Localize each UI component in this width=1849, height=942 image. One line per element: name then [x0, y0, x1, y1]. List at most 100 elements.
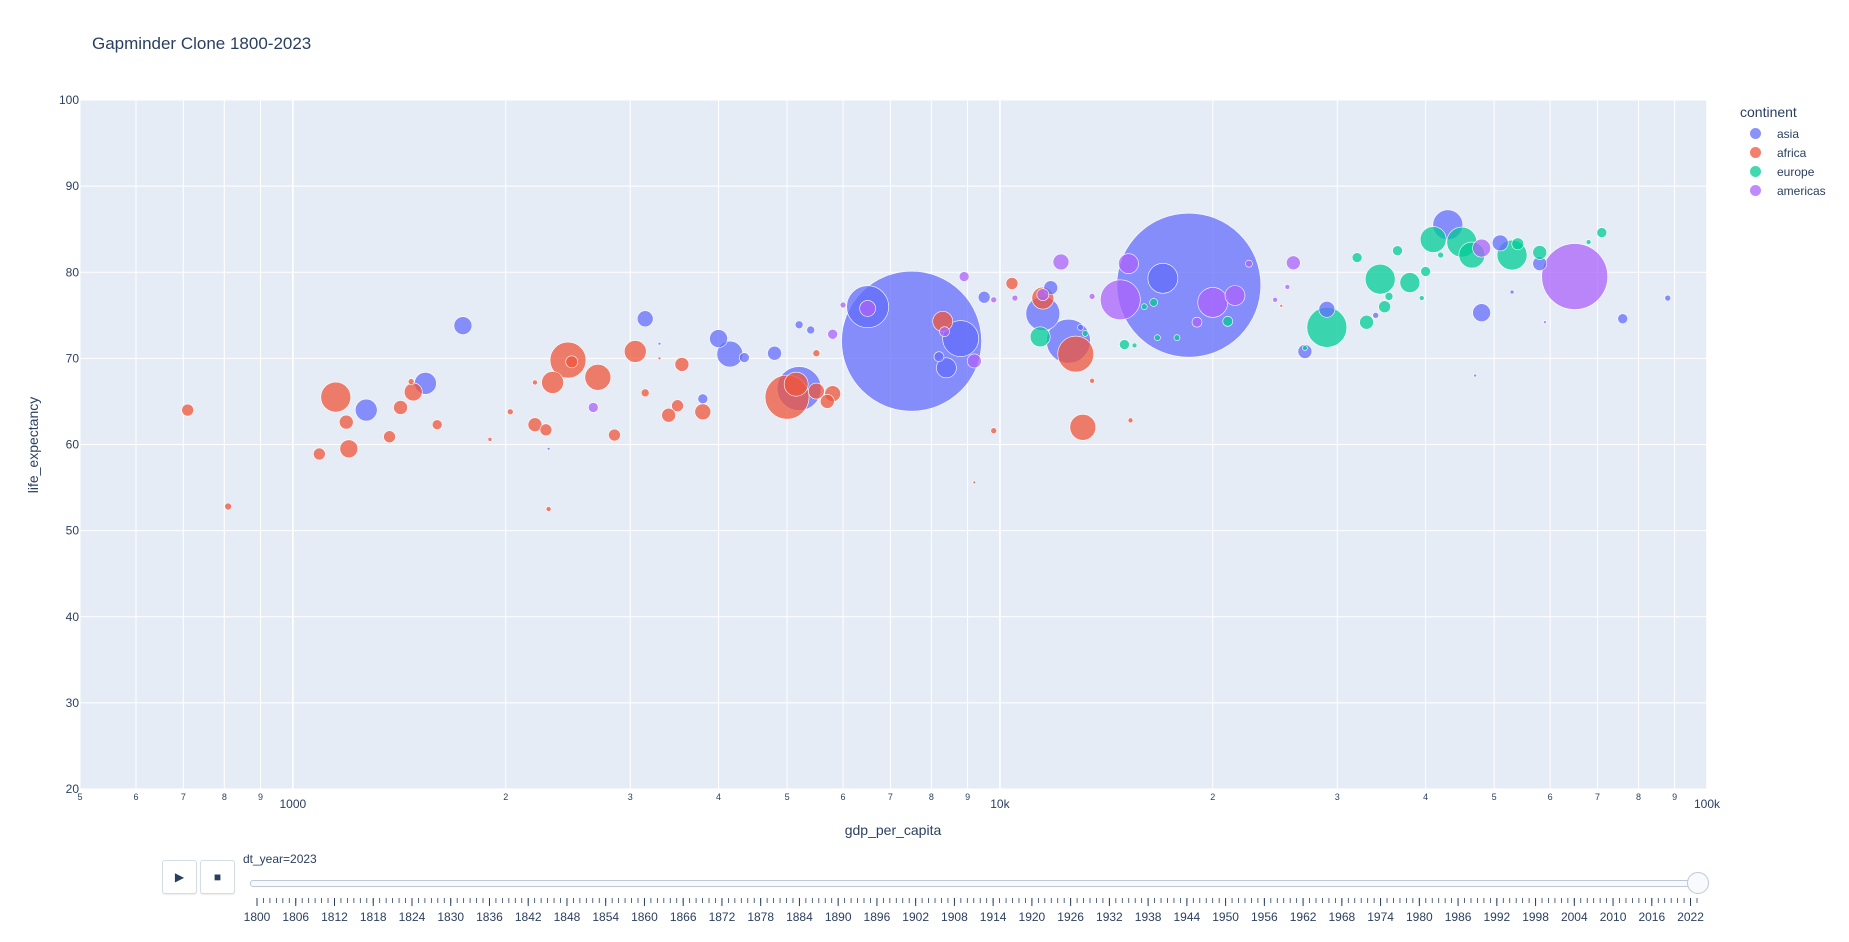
slider-year-label: 1830 — [437, 910, 464, 924]
bubble-asia — [1491, 234, 1509, 252]
year-slider-handle[interactable] — [1687, 872, 1709, 894]
x-tick-label: 10k — [990, 797, 1010, 811]
x-tick-label: 9 — [1672, 792, 1677, 802]
bubble-africa — [1127, 417, 1134, 424]
slider-year-label: 1890 — [825, 910, 852, 924]
bubble-asia — [1147, 262, 1179, 294]
bubble-europe — [1364, 263, 1396, 295]
legend-item-asia[interactable]: asia — [1740, 124, 1826, 143]
y-tick-label: 70 — [66, 351, 80, 365]
bubble-africa — [657, 356, 662, 361]
bubble-europe — [1081, 330, 1089, 337]
slider-year-label: 2010 — [1600, 910, 1627, 924]
x-axis-label: gdp_per_capita — [845, 822, 942, 838]
y-tick-label: 50 — [66, 524, 80, 538]
bubble-africa — [403, 382, 423, 402]
legend-swatch-africa — [1750, 147, 1761, 158]
axes: 5 6 7 8 9 1000 2 3 4 5 6 7 8 9 10k 2 3 4 5 6 7 8 9 100k 20 30 40 50… — [59, 93, 1721, 811]
bubble-asia — [453, 316, 473, 335]
y-tick-label: 40 — [66, 610, 80, 624]
bubble-africa — [812, 349, 821, 358]
bubble-africa — [532, 379, 538, 386]
x-tick-label: 1000 — [279, 797, 306, 811]
bubble-asia — [636, 310, 654, 328]
bubble-americas — [1011, 294, 1019, 302]
legend-item-americas[interactable]: americas — [1740, 181, 1826, 200]
stop-button[interactable]: ■ — [200, 860, 235, 894]
slider-year-label: 1998 — [1522, 910, 1549, 924]
bubble-africa — [539, 423, 553, 437]
x-tick-label: 7 — [1595, 792, 1600, 802]
bubble-americas — [990, 296, 998, 304]
bubble-africa — [1005, 277, 1019, 290]
bubble-africa — [1089, 377, 1095, 384]
x-tick-label: 8 — [929, 792, 934, 802]
x-tick-label: 9 — [965, 792, 970, 802]
bubble-europe — [1378, 300, 1391, 314]
bubble-americas — [1245, 259, 1253, 268]
year-slider-track[interactable] — [250, 880, 1697, 887]
slider-year-label: 1836 — [476, 910, 503, 924]
bubble-europe — [1419, 226, 1447, 253]
y-tick-label: 80 — [66, 265, 80, 279]
x-tick-label: 100k — [1694, 797, 1721, 811]
slider-year-label: 1986 — [1445, 910, 1472, 924]
bubble-africa — [584, 364, 612, 391]
bubble-asia — [1509, 289, 1515, 295]
bubble-europe — [1420, 266, 1431, 277]
bubble-asia — [1318, 300, 1336, 318]
bubble-europe — [1173, 334, 1181, 342]
slider-year-label: 2022 — [1677, 910, 1704, 924]
bubble-africa — [1069, 413, 1097, 441]
bubble-africa — [393, 400, 408, 415]
legend-title: continent — [1740, 104, 1797, 120]
x-tick-label: 4 — [716, 792, 721, 802]
slider-year-label: 2004 — [1561, 910, 1588, 924]
animation-controls: ▶ ■ — [162, 860, 235, 894]
bubble-africa — [407, 378, 415, 385]
legend-swatch-europe — [1750, 166, 1761, 177]
slider-year-label: 1800 — [244, 910, 271, 924]
y-tick-label: 20 — [66, 782, 80, 796]
bubble-africa — [431, 419, 443, 430]
bubble-africa — [694, 403, 712, 421]
slider-year-label: 1950 — [1212, 910, 1239, 924]
x-tick-label: 2 — [503, 792, 508, 802]
bubble-americas — [1036, 288, 1050, 301]
bubble-americas — [1543, 320, 1547, 325]
bubble-europe — [1140, 303, 1148, 311]
bubble-africa — [972, 480, 977, 485]
bubble-asia — [794, 320, 804, 330]
slider-year-label: 1968 — [1328, 910, 1355, 924]
slider-year-label: 1884 — [786, 910, 813, 924]
x-tick-label: 7 — [888, 792, 893, 802]
slider-year-label: 1926 — [1057, 910, 1084, 924]
x-tick-label: 7 — [181, 792, 186, 802]
slider-year-label: 1992 — [1483, 910, 1510, 924]
y-tick-label: 90 — [66, 179, 80, 193]
bubble-americas — [1100, 279, 1141, 321]
bubble-asia — [1473, 373, 1477, 378]
bubble-asia — [1077, 324, 1084, 331]
bubble-americas — [1118, 253, 1139, 274]
bubble-africa — [640, 388, 650, 398]
legend-item-europe[interactable]: europe — [1740, 162, 1826, 181]
slider-year-label: 1878 — [747, 910, 774, 924]
legend: continent asia africa europe americas — [1740, 104, 1826, 200]
bubble-asia — [936, 357, 957, 379]
legend-label-africa: africa — [1777, 145, 1807, 160]
bubble-africa — [313, 447, 326, 461]
bubble-africa — [487, 437, 493, 442]
grid-lines — [79, 99, 1708, 790]
legend-item-africa[interactable]: africa — [1740, 143, 1826, 162]
bubble-europe — [1392, 245, 1403, 257]
bubble-africa — [339, 439, 359, 459]
bubble-europe — [1511, 237, 1525, 251]
bubble-americas — [1088, 293, 1096, 300]
bubble-africa — [990, 427, 998, 435]
slider-current-value: dt_year=2023 — [243, 852, 317, 866]
slider-year-label: 1872 — [709, 910, 736, 924]
bubble-europe — [1437, 251, 1444, 259]
slider-year-label: 1920 — [1019, 910, 1046, 924]
play-button[interactable]: ▶ — [162, 860, 197, 894]
